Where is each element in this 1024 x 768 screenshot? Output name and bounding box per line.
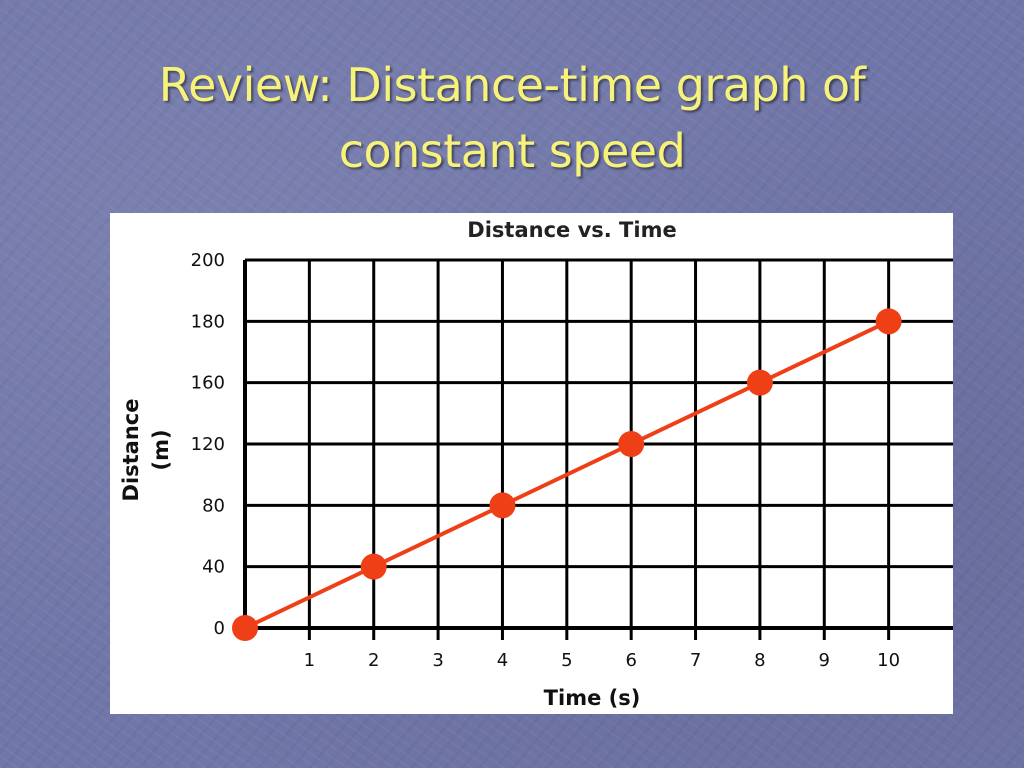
chart-panel: Distance vs. Time 0 40 80 120 160 180 200 1 2 3 4… xyxy=(110,213,953,714)
chart-title: Distance vs. Time xyxy=(467,218,676,242)
x-tick-label: 2 xyxy=(368,650,379,671)
x-tick-label: 6 xyxy=(625,650,636,671)
x-tick-label: 5 xyxy=(561,650,572,671)
slide-title: Review: Distance-time graph of constant … xyxy=(0,52,1024,184)
data-point xyxy=(746,369,773,396)
y-tick-label: 160 xyxy=(191,373,225,394)
data-point xyxy=(875,308,902,335)
y-axis-label: Distance (m) xyxy=(119,399,173,502)
data-point xyxy=(618,431,645,457)
y-axis-label-line-1: Distance xyxy=(119,399,143,502)
y-tick-label: 200 xyxy=(191,250,225,271)
x-tick-label: 1 xyxy=(304,650,315,671)
y-tick-label: 180 xyxy=(191,311,225,332)
x-tick-label: 10 xyxy=(877,650,900,671)
series xyxy=(232,308,902,641)
x-tick-label: 4 xyxy=(497,650,508,671)
y-tick-label: 80 xyxy=(202,495,225,516)
y-tick-label: 0 xyxy=(214,618,225,639)
y-axis-label-line-2: (m) xyxy=(149,429,173,470)
x-tick-label: 9 xyxy=(819,650,830,671)
series-line xyxy=(244,319,890,630)
x-tick-label: 3 xyxy=(432,650,443,671)
y-tick-label: 40 xyxy=(202,557,225,578)
distance-time-chart: Distance vs. Time 0 40 80 120 160 180 200 1 2 3 4… xyxy=(119,218,953,710)
x-axis-label: Time (s) xyxy=(544,686,641,710)
y-tick-labels: 0 40 80 120 160 180 200 xyxy=(191,250,225,639)
y-tick-label: 120 xyxy=(191,434,225,455)
data-point xyxy=(489,492,516,519)
data-point xyxy=(360,553,387,580)
slide-title-line-1: Review: Distance-time graph of xyxy=(158,58,866,112)
x-tick-labels: 1 2 3 4 5 6 7 8 9 10 xyxy=(304,650,900,671)
x-tick-label: 7 xyxy=(690,650,701,671)
data-point xyxy=(232,615,258,641)
grid xyxy=(243,258,953,640)
slide-title-line-2: constant speed xyxy=(338,124,686,178)
x-tick-label: 8 xyxy=(754,650,765,671)
